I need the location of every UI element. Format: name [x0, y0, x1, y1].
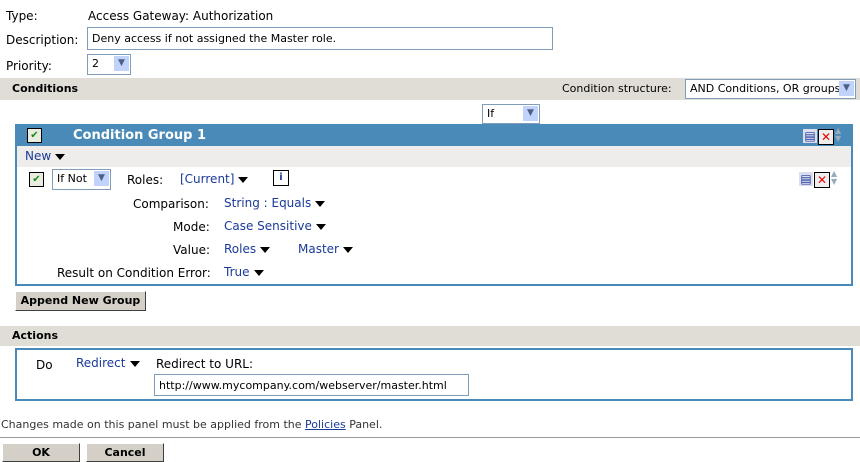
mode-value: Case Sensitive — [224, 219, 312, 233]
ok-button[interactable]: OK — [2, 443, 80, 462]
error-label: Result on Condition Error: — [57, 266, 211, 280]
type-label: Type: — [6, 9, 38, 23]
move-up-down-icon[interactable]: ▲ ▼ — [835, 126, 842, 143]
footer-note: Changes made on this panel must be appli… — [1, 418, 382, 431]
policies-link[interactable]: Policies — [305, 418, 346, 431]
operator-select[interactable]: If Not ▼ — [52, 169, 111, 190]
chevron-down-icon: ▼ — [114, 56, 129, 71]
value-dropdown[interactable]: Master — [298, 242, 353, 256]
value-label: Value: — [173, 243, 210, 257]
value-type-dropdown[interactable]: Roles — [224, 242, 271, 256]
dropdown-arrow-icon — [315, 223, 326, 230]
action-value: Redirect — [76, 356, 126, 370]
operator-value: If Not — [57, 172, 87, 185]
mode-label: Mode: — [173, 220, 210, 234]
chevron-down-icon: ▼ — [94, 171, 109, 186]
new-menu[interactable]: New — [25, 149, 52, 163]
value-value: Master — [298, 242, 339, 256]
if-value: If — [487, 107, 495, 120]
comparison-value: String : Equals — [224, 196, 312, 210]
info-icon[interactable]: i — [273, 170, 289, 186]
dropdown-arrow-icon — [238, 176, 249, 183]
roles-value: [Current] — [180, 172, 235, 186]
group-title: Condition Group 1 — [73, 128, 207, 143]
dropdown-arrow-icon — [55, 153, 66, 160]
dropdown-arrow-icon — [129, 360, 140, 367]
dropdown-arrow-icon — [315, 200, 326, 207]
dropdown-arrow-icon — [253, 269, 264, 276]
if-select[interactable]: If ▼ — [482, 104, 540, 124]
redirect-url-label: Redirect to URL: — [156, 357, 254, 371]
roles-label: Roles: — [127, 173, 164, 187]
cancel-button[interactable]: Cancel — [86, 443, 164, 462]
redirect-url-input[interactable]: http://www.mycompany.com/webserver/maste… — [154, 374, 469, 396]
mode-dropdown[interactable]: Case Sensitive — [224, 219, 326, 233]
note-text: Changes made on this panel must be appli… — [1, 418, 306, 431]
actions-header: Actions — [0, 326, 860, 346]
do-label: Do — [36, 358, 53, 372]
copy-icon[interactable]: ▤ — [803, 129, 817, 143]
chevron-down-icon: ▼ — [523, 106, 538, 121]
divider — [0, 437, 860, 438]
priority-label: Priority: — [6, 59, 52, 73]
copy-icon[interactable]: ▤ — [799, 172, 813, 186]
description-input[interactable]: Deny access if not assigned the Master r… — [87, 27, 553, 50]
dropdown-arrow-icon — [342, 246, 353, 253]
condition-structure-value: AND Conditions, OR groups — [690, 82, 841, 95]
roles-dropdown[interactable]: [Current] — [180, 172, 249, 186]
chevron-down-icon: ▼ — [839, 81, 854, 96]
conditions-title: Conditions — [12, 82, 79, 95]
dropdown-arrow-icon — [260, 246, 271, 253]
group-enable-checkbox[interactable]: ✔ — [27, 128, 42, 143]
type-value: Access Gateway: Authorization — [88, 9, 274, 23]
condition-group-1: ✔ Condition Group 1 ▤ ✕ ▲ ▼ New ✔ If Not ▼… — [15, 124, 853, 286]
delete-icon[interactable]: ✕ — [818, 129, 834, 145]
value-type: Roles — [224, 242, 257, 256]
action-dropdown[interactable]: Redirect — [76, 356, 140, 370]
description-label: Description: — [6, 33, 79, 47]
error-value: True — [224, 265, 250, 279]
actions-title: Actions — [12, 329, 58, 342]
append-new-group-button[interactable]: Append New Group — [15, 291, 146, 311]
condition-enable-checkbox[interactable]: ✔ — [29, 172, 44, 187]
error-dropdown[interactable]: True — [224, 265, 264, 279]
priority-value: 2 — [92, 57, 99, 70]
condition-structure-label: Condition structure: — [562, 82, 672, 95]
condition-structure-select[interactable]: AND Conditions, OR groups ▼ — [685, 79, 856, 99]
comparison-dropdown[interactable]: String : Equals — [224, 196, 326, 210]
priority-select[interactable]: 2 ▼ — [87, 54, 131, 75]
move-up-down-icon[interactable]: ▲ ▼ — [831, 169, 838, 186]
comparison-label: Comparison: — [133, 197, 209, 211]
conditions-header: Conditions — [0, 78, 860, 100]
note-suffix: Panel. — [345, 418, 383, 431]
actions-panel: Do Redirect Redirect to URL: http://www.… — [15, 348, 853, 401]
delete-icon[interactable]: ✕ — [814, 172, 830, 188]
